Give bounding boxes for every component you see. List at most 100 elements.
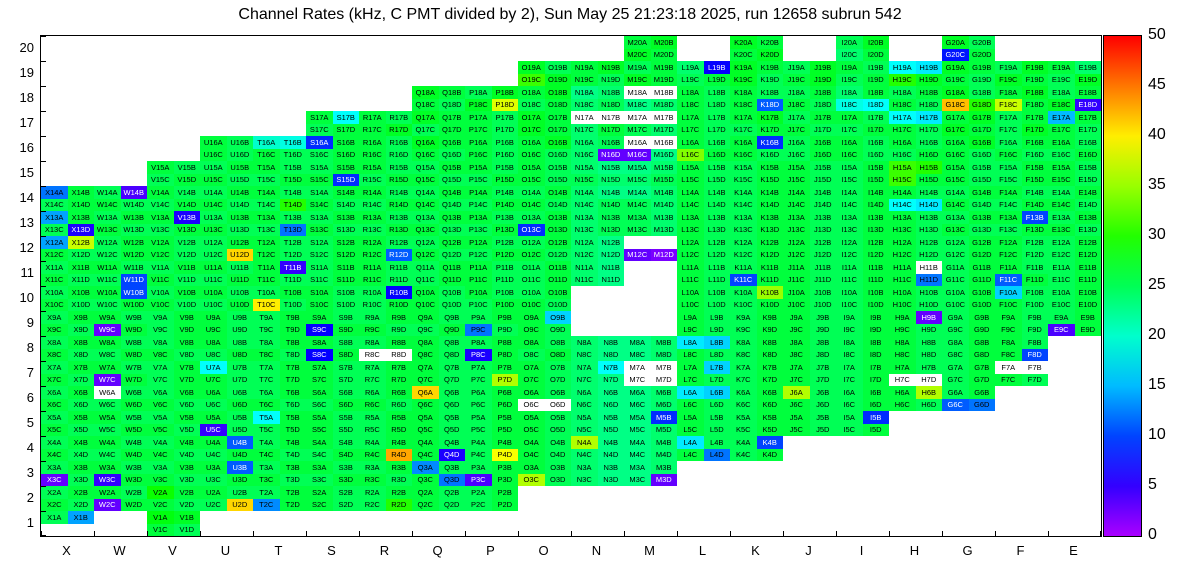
channel-cell: W3B (120, 461, 147, 474)
channel-cell: E13C (1048, 223, 1075, 236)
channel-cell: F16B (1021, 136, 1048, 149)
channel-cell: O19C (518, 73, 545, 86)
channel-cell: H19A (889, 61, 916, 74)
channel-cell: E14C (1048, 198, 1075, 211)
channel-cell: S16D (332, 148, 359, 161)
channel-cell: R16C (359, 148, 386, 161)
channel-cell: H13D (915, 223, 942, 236)
channel-cell: N3C (571, 473, 598, 486)
channel-cell: F13D (1021, 223, 1048, 236)
channel-cell: P18A (465, 86, 492, 99)
channel-cell: T8B (279, 336, 306, 349)
channel-cell: U15D (226, 173, 253, 186)
channel-cell: H10C (889, 298, 916, 311)
channel-cell: P16D (491, 148, 518, 161)
channel-cell: R2C (359, 498, 386, 511)
channel-cell: N17D (597, 123, 624, 136)
channel-cell: W2A (94, 486, 121, 499)
channel-cell: R16D (385, 148, 412, 161)
channel-cell: I9D (862, 323, 889, 336)
channel-cell: L4D (703, 448, 730, 461)
channel-cell: P3C (465, 473, 492, 486)
channel-cell: Q7A (412, 361, 439, 374)
channel-cell: M17D (650, 123, 677, 136)
y-axis-tick (41, 511, 46, 512)
channel-cell: P4C (465, 448, 492, 461)
channel-cell: J9B (809, 311, 836, 324)
channel-cell: X8A (41, 336, 68, 349)
channel-cell: M17A (624, 111, 651, 124)
channel-cell: V11B (173, 261, 200, 274)
channel-cell: G16D (968, 148, 995, 161)
channel-cell: F18C (995, 98, 1022, 111)
channel-cell: H9B (915, 311, 942, 324)
channel-cell: N8D (597, 348, 624, 361)
channel-cell: U16B (226, 136, 253, 149)
x-axis-label: U (220, 543, 231, 558)
channel-cell: S9C (306, 323, 333, 336)
channel-cell: L10B (703, 286, 730, 299)
channel-cell: I13B (862, 211, 889, 224)
channel-cell: W4D (120, 448, 147, 461)
channel-cell: U10B (226, 286, 253, 299)
channel-cell: W7D (120, 373, 147, 386)
channel-cell: R14C (359, 198, 386, 211)
channel-cell: H6A (889, 386, 916, 399)
channel-cell: M18D (650, 98, 677, 111)
channel-cell: H7A (889, 361, 916, 374)
channel-cell: Q12D (438, 248, 465, 261)
channel-cell: N16C (571, 148, 598, 161)
channel-cell: N17A (571, 111, 598, 124)
channel-cell: G15A (942, 161, 969, 174)
channel-cell: S12B (332, 236, 359, 249)
channel-cell: Q14A (412, 186, 439, 199)
channel-cell: K7D (756, 373, 783, 386)
channel-cell: R4B (385, 436, 412, 449)
channel-cell: X8B (67, 336, 94, 349)
channel-cell: U16C (200, 148, 227, 161)
channel-cell: K4A (730, 436, 757, 449)
channel-cell: G12B (968, 236, 995, 249)
channel-cell: I7A (836, 361, 863, 374)
channel-cell: Q7D (438, 373, 465, 386)
channel-cell: V4B (173, 436, 200, 449)
channel-cell: F9D (1021, 323, 1048, 336)
channel-cell: Q6A (412, 386, 439, 399)
channel-cell: N6C (571, 398, 598, 411)
channel-cell: H8A (889, 336, 916, 349)
channel-cell: Q11B (438, 261, 465, 274)
channel-cell: X12C (41, 248, 68, 261)
channel-cell: N14A (571, 186, 598, 199)
channel-cell: Q18B (438, 86, 465, 99)
channel-cell: S5D (332, 423, 359, 436)
channel-cell: X3B (67, 461, 94, 474)
channel-cell: G18B (968, 86, 995, 99)
channel-cell: K4D (756, 448, 783, 461)
channel-cell: G15B (968, 161, 995, 174)
channel-cell: I6D (862, 398, 889, 411)
channel-cell: R16A (359, 136, 386, 149)
channel-cell: X6A (41, 386, 68, 399)
channel-cell: N4C (571, 448, 598, 461)
channel-cell: P15C (465, 173, 492, 186)
channel-cell: P3D (491, 473, 518, 486)
channel-cell: I11C (836, 273, 863, 286)
y-axis-label: 8 (26, 339, 34, 355)
channel-cell: V7D (173, 373, 200, 386)
channel-cell: G9B (968, 311, 995, 324)
channel-cell: S6A (306, 386, 333, 399)
channel-cell: S16B (332, 136, 359, 149)
channel-cell: N8C (571, 348, 598, 361)
channel-cell: V14B (173, 186, 200, 199)
channel-cell: O15A (518, 161, 545, 174)
channel-cell: E12A (1048, 236, 1075, 249)
channel-cell: W13C (94, 223, 121, 236)
channel-cell: N13C (571, 223, 598, 236)
channel-cell: R13A (359, 211, 386, 224)
x-axis-tick (518, 531, 519, 536)
channel-cell: L6C (677, 398, 704, 411)
channel-cell: O8C (518, 348, 545, 361)
y-axis-tick (41, 236, 46, 237)
channel-cell: P10A (465, 286, 492, 299)
y-axis-tick (41, 311, 46, 312)
